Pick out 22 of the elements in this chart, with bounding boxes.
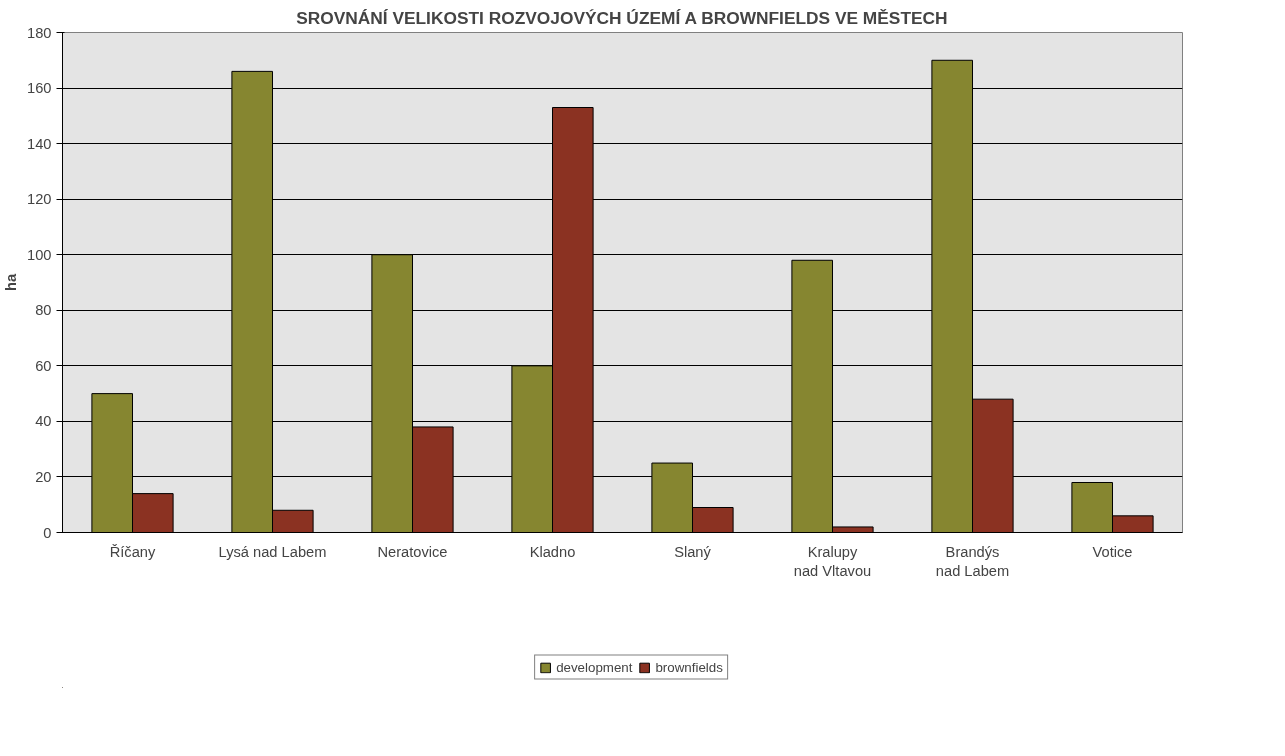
y-tick-label: 80: [35, 302, 52, 319]
y-tick-label: 160: [27, 80, 52, 97]
chart-title: SROVNÁNÍ VELIKOSTI ROZVOJOVÝCH ÚZEMÍ A BROWNFIELDS VE MĚSTECH: [296, 7, 948, 28]
y-tick-label: 60: [35, 357, 52, 374]
x-tick-label: Neratovice: [377, 543, 448, 560]
x-tick-label: Kralupy nad Vltavou: [793, 543, 872, 579]
legend-label: development: [556, 659, 633, 675]
y-tick-label: 120: [27, 191, 52, 208]
y-tick-label: 40: [35, 413, 52, 430]
y-tick-label: 180: [27, 24, 52, 41]
x-tick-label: Brandýs nad Labem: [935, 543, 1010, 579]
y-axis-title: ha: [3, 273, 20, 292]
legend-label: brownfields: [655, 659, 723, 675]
y-tick-label: 20: [35, 468, 52, 485]
x-tick-label: Lysá nad Labem: [218, 543, 327, 560]
x-tick-label: Slaný: [674, 543, 712, 560]
y-tick-label: 100: [27, 246, 52, 263]
x-tick-label: Kladno: [529, 543, 576, 560]
x-tick-label: Říčany: [109, 543, 156, 560]
y-tick-label: 140: [27, 135, 52, 152]
x-tick-label: Votice: [1092, 543, 1133, 560]
y-tick-label: 0: [43, 524, 52, 541]
